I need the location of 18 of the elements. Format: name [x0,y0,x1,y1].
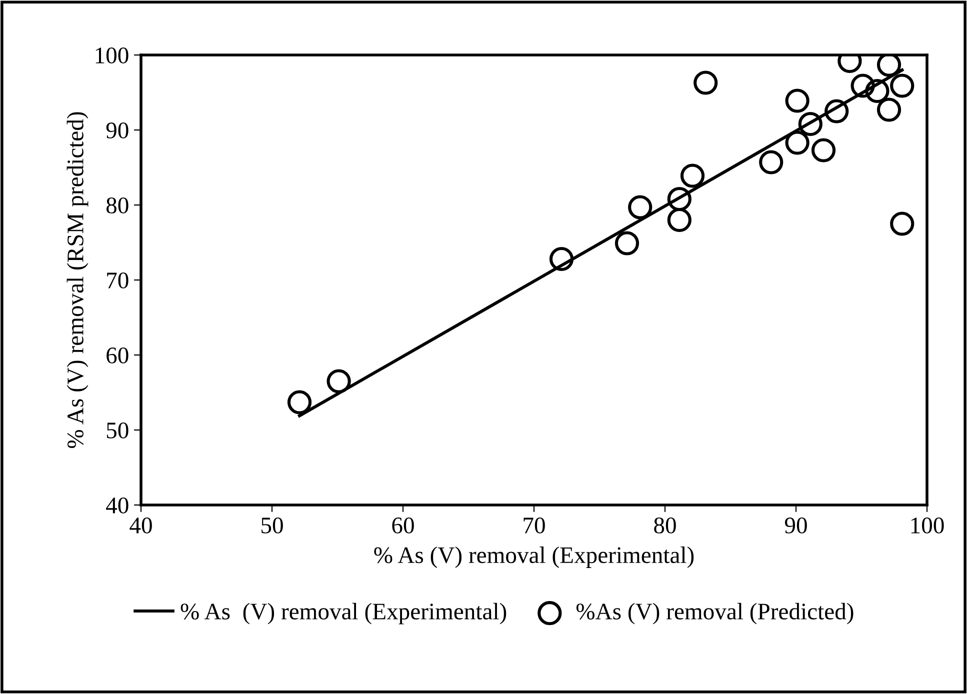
y-tick-label: 50 [106,422,128,438]
legend-label: %As (V) removal (Predicted) [576,602,854,624]
x-tick-label: 60 [392,517,414,534]
x-tick-label: 70 [524,517,545,534]
y-axis-title: % As (V) removal (RSM predicted) [66,112,88,448]
x-axis-title: % As (V) removal (Experimental) [374,546,694,568]
legend-label: % As (V) removal (Experimental) [180,602,506,624]
y-tick-label: 90 [106,122,128,138]
x-tick-label: 100 [911,517,944,534]
y-tick-label: 70 [107,272,128,288]
y-tick-label: 80 [106,197,128,214]
x-tick-label: 90 [784,517,807,534]
y-tick-label: 40 [106,497,128,514]
x-tick-label: 50 [262,517,283,534]
y-tick-label: 60 [106,347,128,364]
x-tick-label: 80 [654,517,676,534]
y-tick-label: 100 [96,47,128,64]
x-tick-label: 40 [130,517,152,534]
